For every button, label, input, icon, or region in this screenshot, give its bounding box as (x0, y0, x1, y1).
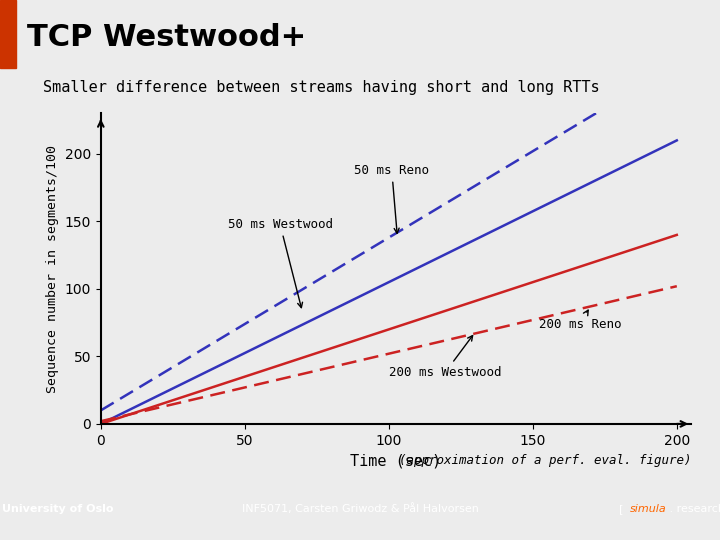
Text: 200 ms Westwood: 200 ms Westwood (389, 335, 501, 379)
Text: Smaller difference between streams having short and long RTTs: Smaller difference between streams havin… (43, 80, 600, 95)
Text: simula: simula (630, 504, 667, 514)
Text: (approximation of a perf. eval. figure): (approximation of a perf. eval. figure) (399, 454, 691, 468)
Text: 50 ms Westwood: 50 ms Westwood (228, 218, 333, 308)
Bar (0, 0, 16, 68)
Text: 50 ms Reno: 50 ms Reno (354, 164, 429, 233)
Y-axis label: Sequence number in segments/100: Sequence number in segments/100 (46, 145, 59, 393)
Text: INF5071, Carsten Griwodz & Pål Halvorsen: INF5071, Carsten Griwodz & Pål Halvorsen (242, 503, 478, 515)
Text: TCP Westwood+: TCP Westwood+ (27, 23, 307, 52)
Text: [: [ (619, 504, 627, 514)
X-axis label: Time (sec): Time (sec) (351, 453, 441, 468)
Text: University of Oslo: University of Oslo (2, 504, 113, 514)
Text: . research laboratory ]: . research laboratory ] (666, 504, 720, 514)
Text: 200 ms Reno: 200 ms Reno (539, 310, 621, 330)
